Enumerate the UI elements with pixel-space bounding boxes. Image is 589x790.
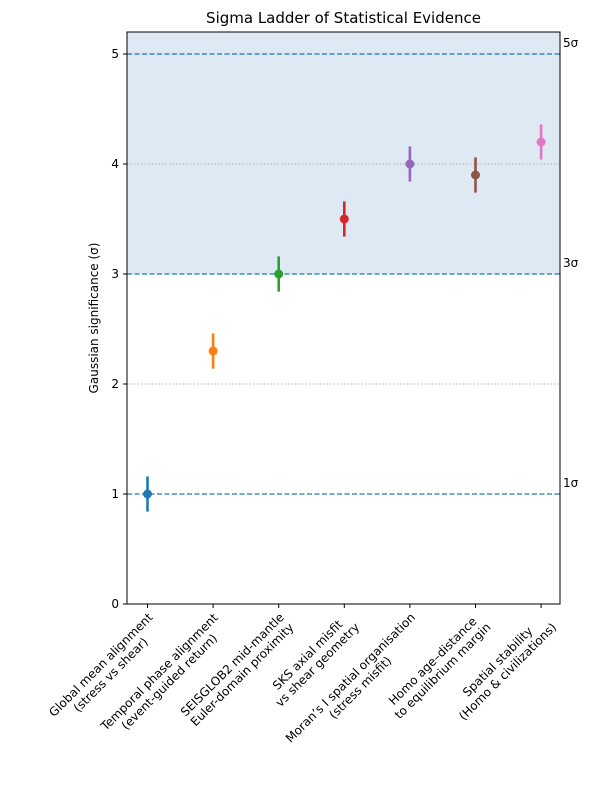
y-axis-label: Gaussian significance (σ)	[87, 243, 101, 394]
data-point	[536, 137, 546, 147]
data-point	[274, 269, 284, 279]
y-tick-label: 1	[111, 487, 119, 501]
shaded-band	[127, 32, 560, 274]
chart-title: Sigma Ladder of Statistical Evidence	[206, 9, 481, 27]
y-tick-label: 4	[111, 157, 119, 171]
data-point	[208, 346, 218, 356]
y-tick-label: 5	[111, 47, 119, 61]
sigma-line-label: 3σ	[563, 256, 579, 270]
data-point	[405, 159, 415, 169]
y-tick-label: 0	[111, 597, 119, 611]
y-tick-label: 2	[111, 377, 119, 391]
sigma-line-label: 5σ	[563, 36, 579, 50]
data-point	[339, 214, 349, 224]
y-tick-label: 3	[111, 267, 119, 281]
plot-frame	[126, 31, 561, 605]
data-point	[143, 489, 152, 499]
sigma-line-label: 1σ	[563, 476, 579, 490]
data-point	[471, 170, 480, 180]
